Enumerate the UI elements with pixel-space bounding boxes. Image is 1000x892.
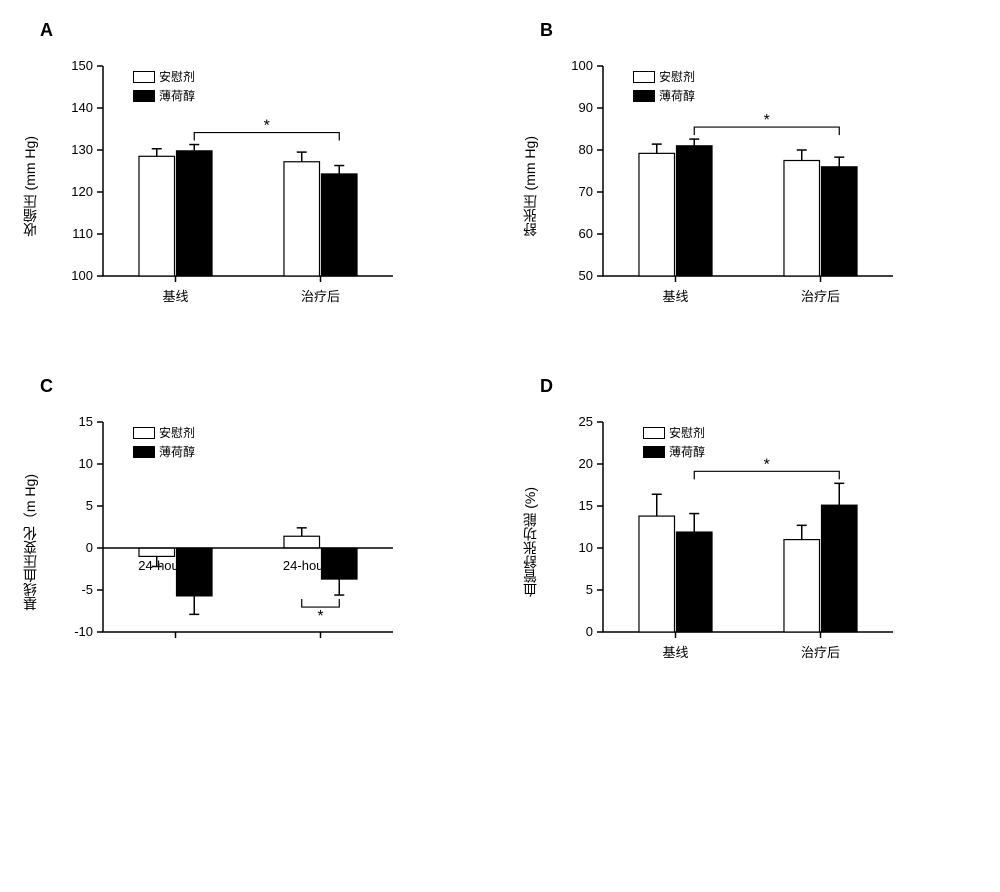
legend-item: 薄荷醇 [643, 443, 705, 460]
panel-C-chart: 基线血压变化（m Hg) -10 -5 0 5 10 15 * 24-hour SBP 24-h… [20, 412, 480, 672]
svg-text:140: 140 [71, 100, 93, 115]
x-category-label: 治疗后 [801, 642, 840, 661]
legend-swatch [133, 71, 155, 83]
panel-D: D 血管舒张功能 (%) 0 5 10 15 20 25 * 基线 治疗后 安慰剂薄荷醇 [520, 376, 980, 672]
svg-text:-10: -10 [74, 624, 93, 639]
svg-text:100: 100 [571, 58, 593, 73]
legend-label: 薄荷醇 [669, 443, 705, 460]
svg-text:5: 5 [86, 498, 93, 513]
svg-text:110: 110 [72, 226, 93, 241]
panel-A-ylabel: 收缩压 (mm Hg) [20, 136, 40, 236]
legend-swatch [133, 427, 155, 439]
legend-swatch [643, 446, 665, 458]
panel-A: A 收缩压 (mm Hg) 100 110 120 130 140 150 * 基线 治疗后 安慰… [20, 20, 480, 316]
svg-text:*: * [764, 456, 770, 473]
svg-text:150: 150 [71, 58, 93, 73]
chart-svg: 100 110 120 130 140 150 * [48, 56, 408, 316]
x-category-label: 治疗后 [301, 286, 340, 305]
svg-text:120: 120 [71, 184, 93, 199]
svg-text:90: 90 [579, 100, 593, 115]
chart-svg: -10 -5 0 5 10 15 * [48, 412, 408, 672]
legend-item: 薄荷醇 [133, 87, 195, 104]
x-category-label: 基线 [662, 642, 688, 661]
svg-text:5: 5 [586, 582, 593, 597]
legend: 安慰剂薄荷醇 [133, 68, 195, 106]
legend-label: 安慰剂 [159, 424, 195, 441]
svg-text:100: 100 [71, 268, 93, 283]
panel-D-ylabel: 血管舒张功能 (%) [520, 487, 540, 597]
legend: 安慰剂薄荷醇 [643, 424, 705, 462]
svg-text:0: 0 [86, 540, 93, 555]
svg-text:20: 20 [579, 456, 593, 471]
x-category-label: 基线 [662, 286, 688, 305]
panel-C: C 基线血压变化（m Hg) -10 -5 0 5 10 15 * 24-hour SBP 24… [20, 376, 480, 672]
legend-label: 薄荷醇 [159, 443, 195, 460]
legend-item: 安慰剂 [633, 68, 695, 85]
svg-text:130: 130 [71, 142, 93, 157]
panel-B-ylabel: 舒张压 (mm Hg) [520, 136, 540, 236]
legend-swatch [643, 427, 665, 439]
legend-swatch [133, 90, 155, 102]
legend-item: 安慰剂 [133, 68, 195, 85]
legend-item: 安慰剂 [643, 424, 705, 441]
svg-text:80: 80 [579, 142, 593, 157]
svg-text:-5: -5 [81, 582, 93, 597]
svg-text:25: 25 [579, 414, 593, 429]
legend: 安慰剂薄荷醇 [633, 68, 695, 106]
legend-item: 安慰剂 [133, 424, 195, 441]
legend-label: 安慰剂 [659, 68, 695, 85]
svg-text:15: 15 [79, 414, 93, 429]
panel-C-label: C [40, 376, 480, 397]
panel-B-label: B [540, 20, 980, 41]
panel-A-chart: 收缩压 (mm Hg) 100 110 120 130 140 150 * 基线 治疗后 安慰剂薄… [20, 56, 480, 316]
panel-B: B 舒张压 (mm Hg) 50 60 70 80 90 100 * 基线 治疗后 安慰剂薄荷醇 [520, 20, 980, 316]
figure-grid: A 收缩压 (mm Hg) 100110120130140150*基线治疗后安慰… [20, 20, 980, 672]
svg-text:*: * [264, 118, 270, 135]
svg-text:0: 0 [586, 624, 593, 639]
legend-item: 薄荷醇 [633, 87, 695, 104]
panel-D-chart: 血管舒张功能 (%) 0 5 10 15 20 25 * 基线 治疗后 安慰剂薄荷醇 [520, 412, 980, 672]
chart-svg: 0 5 10 15 20 25 * [548, 412, 908, 672]
legend-label: 安慰剂 [159, 68, 195, 85]
legend-label: 薄荷醇 [659, 87, 695, 104]
legend: 安慰剂薄荷醇 [133, 424, 195, 462]
panel-A-label: A [40, 20, 480, 41]
x-category-label: 24-hour DBP [283, 558, 358, 573]
x-category-label: 治疗后 [801, 286, 840, 305]
legend-swatch [633, 71, 655, 83]
legend-swatch [133, 446, 155, 458]
svg-text:*: * [317, 608, 323, 625]
legend-swatch [633, 90, 655, 102]
legend-label: 安慰剂 [669, 424, 705, 441]
x-category-label: 基线 [162, 286, 188, 305]
svg-text:15: 15 [579, 498, 593, 513]
panel-D-label: D [540, 376, 980, 397]
svg-text:10: 10 [579, 540, 593, 555]
chart-svg: 50 60 70 80 90 100 * [548, 56, 908, 316]
legend-label: 薄荷醇 [159, 87, 195, 104]
svg-text:50: 50 [579, 268, 593, 283]
legend-item: 薄荷醇 [133, 443, 195, 460]
svg-text:*: * [764, 112, 770, 129]
svg-text:70: 70 [579, 184, 593, 199]
x-category-label: 24-hour SBP [138, 558, 212, 573]
panel-C-ylabel: 基线血压变化（m Hg) [20, 474, 40, 610]
panel-B-chart: 舒张压 (mm Hg) 50 60 70 80 90 100 * 基线 治疗后 安慰剂薄荷醇 [520, 56, 980, 316]
svg-text:60: 60 [579, 226, 593, 241]
svg-text:10: 10 [79, 456, 93, 471]
